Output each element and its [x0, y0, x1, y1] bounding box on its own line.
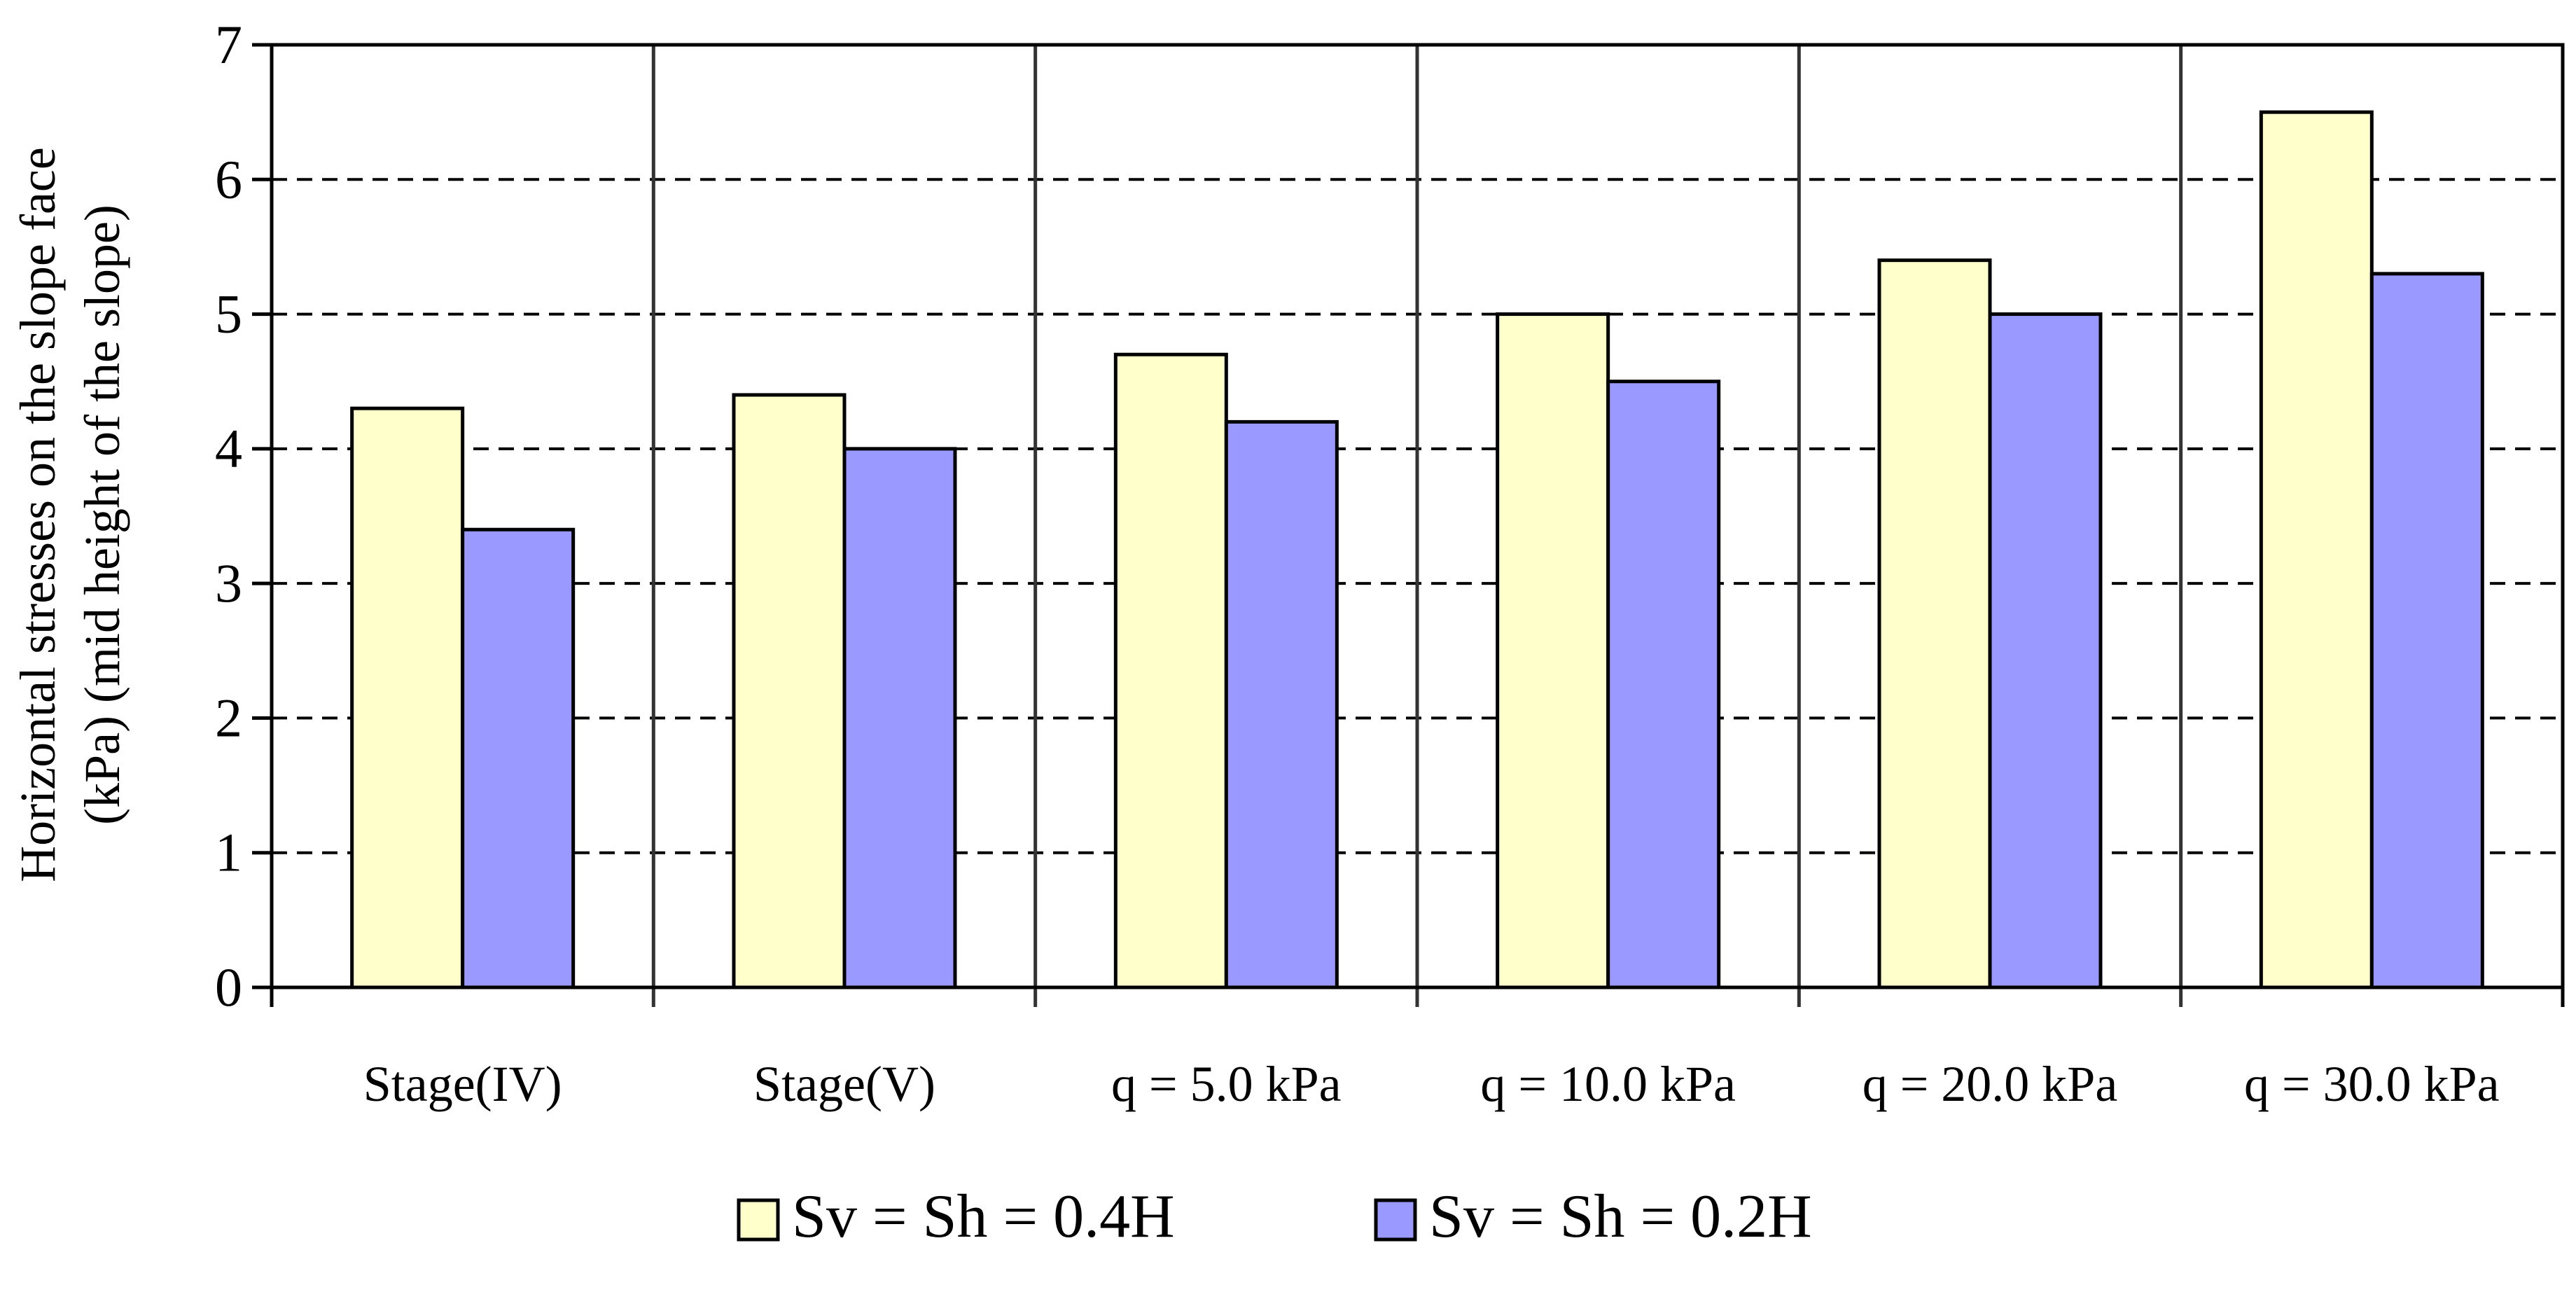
bars [350, 110, 2484, 989]
gridlines [272, 45, 2563, 1007]
bar-series2-3 [1606, 380, 1721, 989]
y-axis-label-line1: Horizontal stresses on the slope face [10, 147, 66, 882]
bar-series1-4 [1877, 258, 1992, 989]
legend: Sv = Sh = 0.4H Sv = Sh = 0.2H [737, 1183, 1812, 1251]
y-tick-label: 3 [215, 553, 242, 613]
plot-frame [270, 43, 2565, 989]
bar-series1-5 [2259, 110, 2374, 989]
bar-series2-0 [461, 527, 576, 989]
x-tick-label: q = 20.0 kPa [1863, 1056, 2118, 1112]
y-tick-label: 6 [215, 148, 242, 209]
legend-swatch [1374, 1198, 1417, 1242]
y-tick-label: 2 [215, 687, 242, 748]
bar-series2-4 [1988, 312, 2103, 989]
y-tick-label: 0 [215, 957, 242, 1017]
bar-series2-5 [2369, 272, 2484, 989]
bar-series2-2 [1224, 419, 1339, 989]
y-tick-label: 7 [215, 14, 242, 75]
x-tick-label: Stage(V) [753, 1056, 935, 1112]
legend-swatch [737, 1198, 780, 1242]
bar-series1-0 [350, 406, 465, 989]
legend-label: Sv = Sh = 0.4H [792, 1183, 1175, 1251]
y-tick-label: 5 [215, 284, 242, 345]
x-tick-label: Stage(IV) [363, 1056, 562, 1112]
y-tick-label: 4 [215, 418, 242, 479]
x-tick-label: q = 30.0 kPa [2244, 1056, 2500, 1112]
bar-series1-1 [732, 393, 847, 989]
x-tick-label: q = 10.0 kPa [1480, 1056, 1736, 1112]
legend-label: Sv = Sh = 0.2H [1429, 1183, 1812, 1251]
axes [252, 43, 2565, 1007]
y-tick-labels: 0 1 2 3 4 5 6 7 [215, 14, 242, 1017]
y-axis-label-line2: (kPa) (mid height of the slope) [74, 204, 130, 825]
bar-series1-3 [1496, 312, 1610, 989]
x-tick-label: q = 5.0 kPa [1111, 1056, 1342, 1112]
bar-series2-1 [842, 447, 957, 989]
y-axis-label: Horizontal stresses on the slope face (k… [10, 147, 130, 882]
x-tick-labels: Stage(IV) Stage(V) q = 5.0 kPa q = 10.0 kPa… [363, 1056, 2500, 1112]
bar-series1-2 [1113, 352, 1228, 989]
y-tick-label: 1 [215, 822, 242, 883]
